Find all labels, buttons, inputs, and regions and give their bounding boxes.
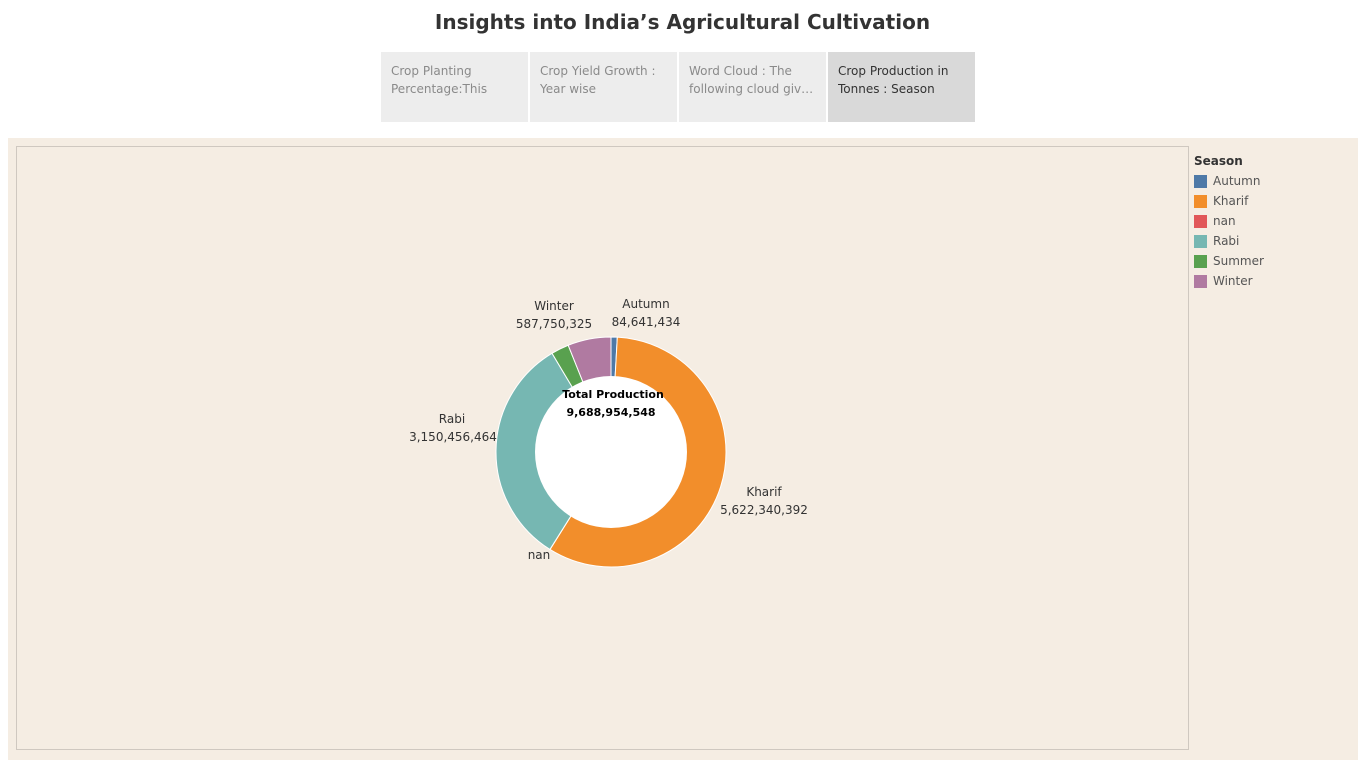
- legend-title: Season: [1194, 154, 1243, 168]
- legend-item-nan[interactable]: nan: [1194, 211, 1354, 231]
- tab-word-cloud[interactable]: Word Cloud : The following cloud gives .…: [679, 52, 826, 122]
- slice-name-nan: nan: [528, 548, 551, 562]
- donut-hole: [535, 376, 687, 528]
- legend-item-winter[interactable]: Winter: [1194, 271, 1354, 291]
- legend-swatch: [1194, 194, 1207, 208]
- legend-item-autumn[interactable]: Autumn: [1194, 171, 1354, 191]
- slice-name-winter: Winter: [534, 299, 574, 313]
- chart-frame: Total Production 9,688,954,548 Winter 58…: [16, 146, 1189, 750]
- slice-name-rabi: Rabi: [439, 412, 465, 426]
- story-tabs: Crop Planting Percentage:This Crop Yield…: [381, 52, 975, 122]
- legend-swatch: [1194, 274, 1207, 288]
- legend-swatch: [1194, 174, 1207, 188]
- legend-swatch: [1194, 214, 1207, 228]
- legend-swatch: [1194, 254, 1207, 268]
- legend-item-summer[interactable]: Summer: [1194, 251, 1354, 271]
- slice-value-rabi: 3,150,456,464: [409, 430, 497, 444]
- dashboard-area: Total Production 9,688,954,548 Winter 58…: [8, 138, 1358, 760]
- legend: Season Autumn Kharif nan Rabi Summer Win…: [1194, 154, 1354, 291]
- center-title: Total Production: [562, 388, 664, 401]
- page-title: Insights into India’s Agricultural Culti…: [434, 10, 931, 34]
- donut-chart: Total Production 9,688,954,548 Winter 58…: [409, 297, 808, 568]
- slice-name-autumn: Autumn: [622, 297, 669, 311]
- center-value: 9,688,954,548: [566, 406, 655, 419]
- slice-value-kharif: 5,622,340,392: [720, 503, 808, 517]
- slice-name-kharif: Kharif: [746, 485, 782, 499]
- legend-item-rabi[interactable]: Rabi: [1194, 231, 1354, 251]
- slice-value-winter: 587,750,325: [516, 317, 592, 331]
- legend-item-kharif[interactable]: Kharif: [1194, 191, 1354, 211]
- legend-swatch: [1194, 234, 1207, 248]
- tab-crop-planting[interactable]: Crop Planting Percentage:This: [381, 52, 528, 122]
- slice-value-autumn: 84,641,434: [612, 315, 681, 329]
- tab-crop-yield-growth[interactable]: Crop Yield Growth : Year wise: [530, 52, 677, 122]
- tab-crop-production[interactable]: Crop Production in Tonnes : Season: [828, 52, 975, 122]
